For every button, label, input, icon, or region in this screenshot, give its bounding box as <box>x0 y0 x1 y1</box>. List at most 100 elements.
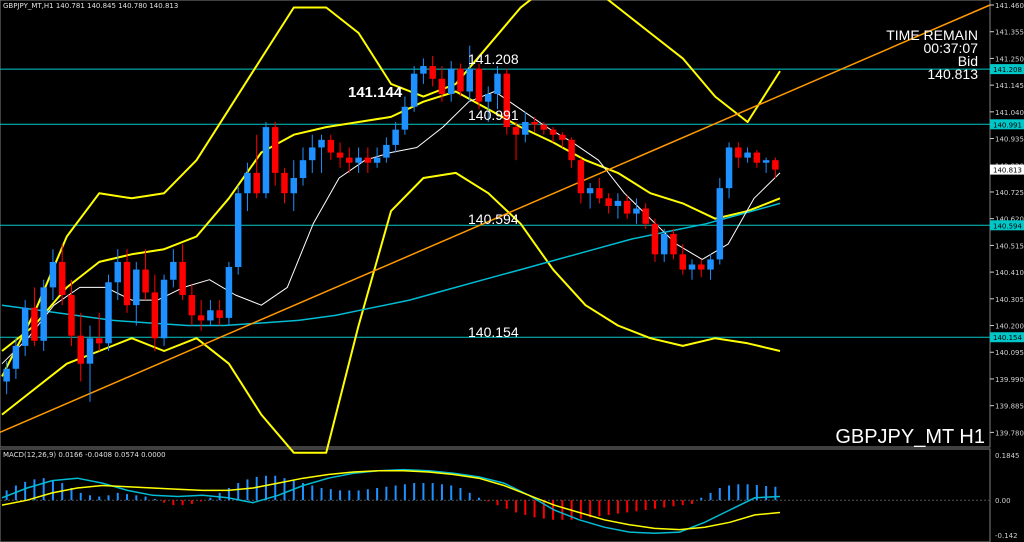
price-tick-label-0: 141.460 <box>995 2 1024 10</box>
candle-body-22 <box>207 310 214 321</box>
candle-body-74 <box>688 264 696 270</box>
bollinger-middle-line <box>1 90 781 352</box>
candle-body-47 <box>438 78 446 95</box>
price-level-box-2 <box>990 220 1024 231</box>
bollinger-lower-line <box>1 171 781 454</box>
candle-body-34 <box>318 139 325 148</box>
candle-body-2 <box>21 307 29 346</box>
price-level-box-3 <box>990 332 1024 343</box>
candle-body-4 <box>40 287 47 341</box>
price-axis[interactable]: 141.460 141.355 141.250 141.145 141.040 140.9… <box>990 2 1024 540</box>
price-level-box-label-3: 140.154 <box>993 334 1022 342</box>
candle-body-57 <box>531 122 538 125</box>
candle-body-28 <box>262 127 270 194</box>
candle-body-55 <box>512 127 520 135</box>
candle-body-24 <box>225 267 233 318</box>
candle-body-66 <box>614 200 622 206</box>
bid-label: Bid <box>958 53 978 69</box>
candle-body-1 <box>12 345 20 369</box>
candle-body-68 <box>633 208 640 214</box>
candle-body-25 <box>234 193 242 268</box>
price-tick-label-13: 140.095 <box>995 349 1024 357</box>
current-price-box <box>990 164 1024 175</box>
candle-body-62 <box>577 160 585 194</box>
candle-body-17 <box>160 279 168 339</box>
candle-body-78 <box>725 147 733 189</box>
candle-body-36 <box>336 152 344 158</box>
candle-body-33 <box>309 147 316 161</box>
candle-body-63 <box>586 188 594 194</box>
candle-body-70 <box>651 223 659 255</box>
candle-body-81 <box>753 152 761 163</box>
candle-body-72 <box>670 233 677 255</box>
candle-body-26 <box>244 172 251 194</box>
candle-body-31 <box>290 177 297 194</box>
candle-body-7 <box>68 295 75 336</box>
candle-body-11 <box>105 282 112 344</box>
candle-body-83 <box>772 160 779 170</box>
trend-line <box>0 4 991 434</box>
candle-body-43 <box>401 106 409 130</box>
candle-body-5 <box>49 261 57 288</box>
candle-body-73 <box>679 254 686 270</box>
candle-body-75 <box>698 264 705 270</box>
price-level-box-label-2: 140.594 <box>993 222 1022 230</box>
candle-body-61 <box>568 139 575 161</box>
price-level-box-label-1: 140.991 <box>993 121 1022 129</box>
macd-signal-line <box>1 470 781 531</box>
candle-body-6 <box>58 261 66 295</box>
candle-body-69 <box>642 208 649 224</box>
macd-plot <box>0 468 990 535</box>
price-tick-label-10: 140.410 <box>995 269 1024 277</box>
candle-body-42 <box>392 129 399 145</box>
candle-body-12 <box>114 261 122 283</box>
price-tick-label-15: 139.885 <box>995 403 1024 411</box>
symbol-label: GBPJPY_MT H1 <box>835 426 985 448</box>
candle-body-27 <box>253 172 260 194</box>
high-marker-label: 141.144 <box>348 84 403 101</box>
macd-tick-label-0: 0.1845 <box>995 452 1020 460</box>
price-tick-label-2: 141.250 <box>995 55 1024 63</box>
candle-body-8 <box>77 335 84 364</box>
candle-body-65 <box>605 198 612 206</box>
main-plot <box>0 0 991 454</box>
price-tick-label-16: 139.780 <box>995 429 1024 437</box>
candle-body-18 <box>170 261 177 280</box>
candle-body-58 <box>540 124 548 130</box>
candle-body-32 <box>299 160 307 178</box>
level-label-141208: 141.208 <box>468 51 519 67</box>
candle-body-23 <box>216 310 223 318</box>
price-level-box-0 <box>990 64 1024 75</box>
candle-body-49 <box>457 68 464 92</box>
macd-panel-frame <box>0 448 991 542</box>
macd-tick-label-2: -0.142 <box>995 532 1018 540</box>
candle-body-21 <box>197 315 205 321</box>
candle-body-53 <box>494 73 501 95</box>
candle-body-64 <box>596 188 603 199</box>
candle-body-38 <box>355 157 362 163</box>
candle-body-82 <box>762 160 770 163</box>
candle-body-3 <box>31 307 38 341</box>
candle-body-14 <box>133 269 140 306</box>
candle-body-41 <box>383 144 390 158</box>
candle-body-0 <box>3 368 10 382</box>
level-label-140594: 140.594 <box>468 211 519 227</box>
price-tick-label-5: 140.935 <box>995 136 1024 144</box>
candle-body-16 <box>151 292 159 339</box>
price-tick-label-9: 140.515 <box>995 242 1024 250</box>
price-level-box-1 <box>990 119 1024 130</box>
candle-body-39 <box>364 157 372 163</box>
candle-body-30 <box>281 172 288 194</box>
time-remain-value: 00:37:07 <box>924 40 979 56</box>
candle-body-51 <box>475 68 483 102</box>
candle-body-19 <box>179 261 186 295</box>
level-label-140154: 140.154 <box>468 324 519 340</box>
ohlc-header: GBPJPY_MT,H1 140.781 140.845 140.780 140… <box>3 2 178 10</box>
macd-header: MACD(12,26,9) 0.0166 -0.0408 0.0574 0.00… <box>3 451 166 459</box>
moving-average-white-line <box>1 91 781 365</box>
candle-body-46 <box>429 66 436 79</box>
candle-body-79 <box>735 147 742 158</box>
